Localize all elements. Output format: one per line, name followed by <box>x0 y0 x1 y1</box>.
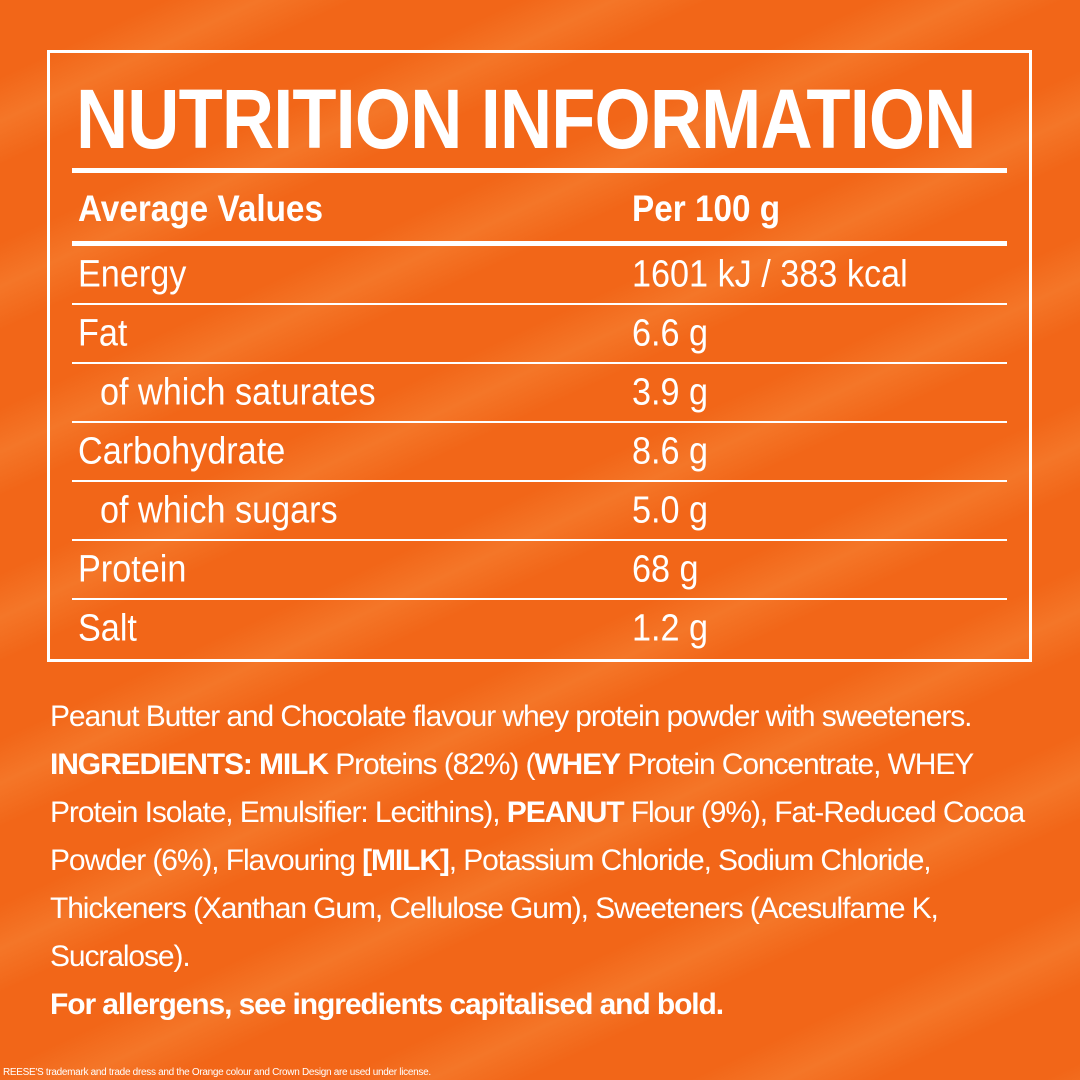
nutrient-name: Fat <box>78 312 128 354</box>
title-rule <box>72 168 1007 173</box>
ingredient-text: Flour (9%), Fat-Reduced Cocoa Powder (6%… <box>50 796 1025 877</box>
ingredient-text: PEANUT <box>506 796 625 829</box>
ingredients: INGREDIENTS: MILK Proteins (82%) (WHEY P… <box>50 741 1060 981</box>
nutrient-amount: 8.6 g <box>632 430 709 472</box>
ingredient-text: [MILK] <box>362 844 450 877</box>
nutrient-row: Protein 68 g <box>72 541 1007 600</box>
nutrient-name: of which sugars <box>100 489 338 531</box>
nutrient-amount: 6.6 g <box>632 312 709 354</box>
nutrition-table: Average Values Per 100 g Energy 1601 kJ / 3… <box>72 177 1007 657</box>
nutrient-amount: 1601 kJ / 383 kcal <box>632 253 908 295</box>
nutrient-name: of which saturates <box>100 371 376 413</box>
nutrient-amount: 1.2 g <box>632 607 709 649</box>
nutrient-name: Salt <box>78 607 137 649</box>
nutrition-box: NUTRITION INFORMATION Average Values Per … <box>47 50 1032 662</box>
nutrient-name: Protein <box>78 548 187 590</box>
ingredient-text: Protein Concentrate, WHEY Protein Isolat… <box>50 748 974 829</box>
nutrient-name: Carbohydrate <box>78 430 286 472</box>
description: Peanut Butter and Chocolate flavour whey… <box>50 700 972 733</box>
allergen-note: For allergens, see ingredients capitalis… <box>50 988 724 1021</box>
nutrient-row: Energy 1601 kJ / 383 kcal <box>72 246 1007 305</box>
nutrient-row: of which saturates 3.9 g <box>72 364 1007 423</box>
footer: REESE'S trademark and trade dress and th… <box>3 1067 431 1078</box>
nutrient-row: Salt 1.2 g <box>72 600 1007 657</box>
header-row: Average Values Per 100 g <box>72 177 1007 246</box>
nutrient-amount: 5.0 g <box>632 489 709 531</box>
title: NUTRITION INFORMATION <box>76 72 976 166</box>
ingredient-text: INGREDIENTS: MILK <box>50 748 329 781</box>
ingredient-text: WHEY <box>534 748 621 781</box>
ingredients-block: Peanut Butter and Chocolate flavour whey… <box>50 693 1060 1029</box>
ingredient-text: Proteins (82%) ( <box>327 748 535 781</box>
header-cell: Average Values <box>78 188 323 229</box>
nutrient-row: Carbohydrate 8.6 g <box>72 423 1007 482</box>
ingredient-text: , Potassium Chloride, Sodium Chloride, T… <box>50 844 939 973</box>
nutrient-name: Energy <box>78 253 187 295</box>
nutrient-row: of which sugars 5.0 g <box>72 482 1007 541</box>
header-cell: Per 100 g <box>632 188 781 229</box>
nutrient-amount: 68 g <box>632 548 699 590</box>
nutrient-row: Fat 6.6 g <box>72 305 1007 364</box>
nutrient-amount: 3.9 g <box>632 371 709 413</box>
